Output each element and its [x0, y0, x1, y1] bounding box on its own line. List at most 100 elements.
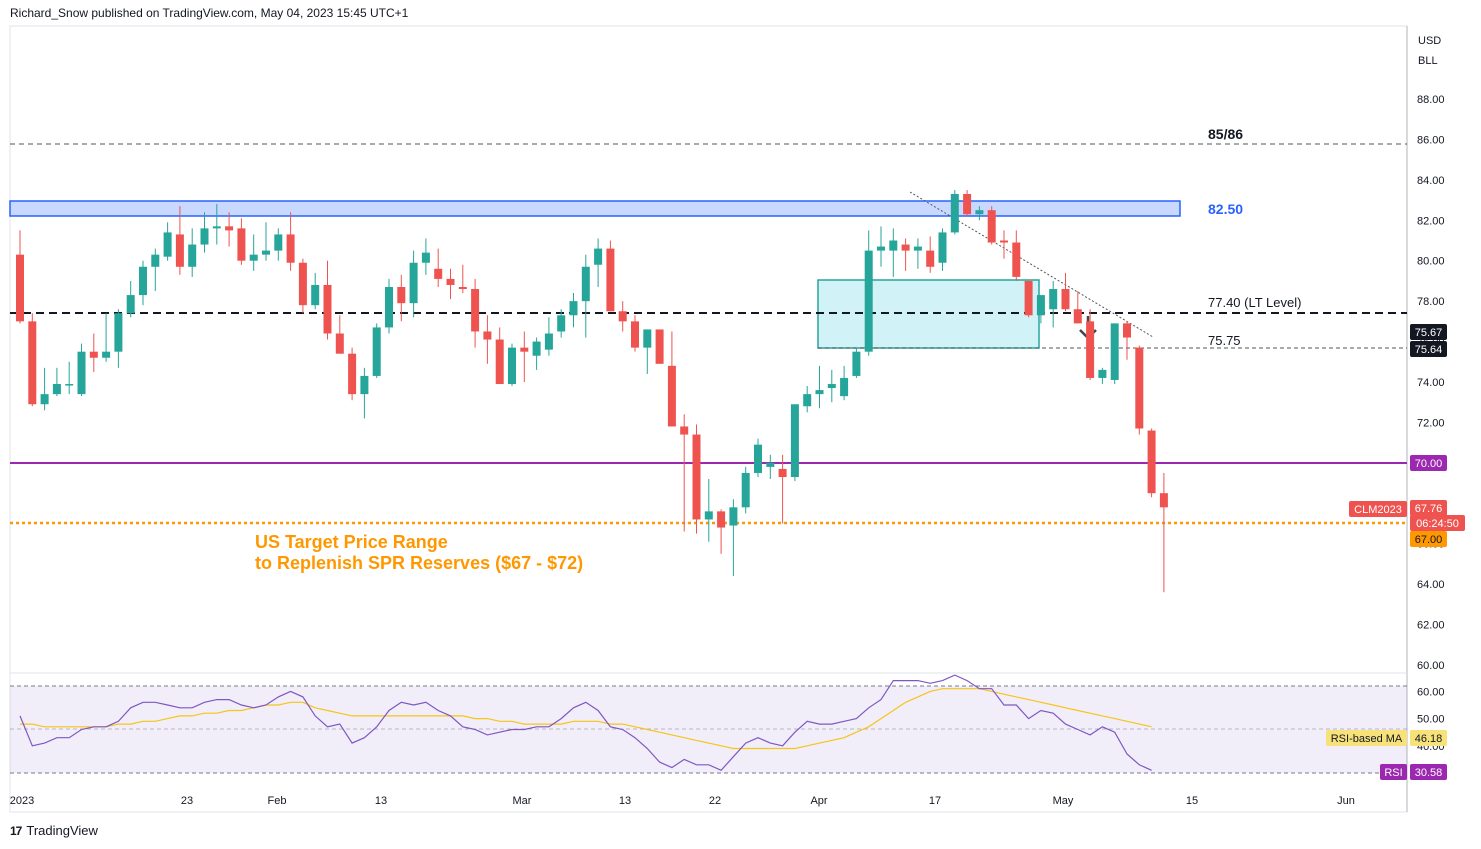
candle-body: [483, 331, 492, 340]
candle-body: [741, 472, 750, 508]
candle-body: [987, 210, 996, 243]
candle-body: [815, 390, 824, 395]
x-tick: Mar: [513, 795, 532, 807]
x-tick: 13: [375, 795, 387, 807]
target-range-label-2: to Replenish SPR Reserves ($67 - $72): [255, 553, 583, 573]
y-tick: 62.00: [1417, 620, 1445, 632]
candle-body: [938, 232, 947, 263]
price-tag: [1410, 730, 1447, 746]
candle-body: [778, 468, 787, 478]
candle-body: [852, 351, 861, 376]
candle-body: [803, 394, 812, 407]
label-8586: 85/86: [1208, 126, 1243, 142]
candle-body: [532, 341, 541, 356]
y-tick: 60.00: [1417, 660, 1445, 672]
candle-body: [717, 511, 726, 528]
label-8250: 82.50: [1208, 201, 1243, 217]
candle-body: [225, 226, 234, 231]
candle-body: [212, 226, 221, 229]
candle-body: [360, 375, 369, 395]
candle-body: [1159, 493, 1168, 508]
price-tag-label: 30.58: [1415, 767, 1443, 779]
candle-body: [151, 254, 160, 267]
time-axis: 2023 23 Feb 13 Mar 13 22 Apr 17 May 15 Jun: [10, 795, 1355, 807]
tradingview-logo[interactable]: 17 TradingView: [10, 823, 98, 838]
candle-body: [704, 511, 713, 520]
y-tick: 86.00: [1417, 134, 1445, 146]
price-tag: [1326, 730, 1407, 746]
price-tag-label: CLM2023: [1354, 504, 1402, 516]
price-tag-label: RSI-based MA: [1331, 733, 1403, 745]
candle-body: [200, 228, 209, 245]
candle-body: [274, 234, 283, 251]
candle-body: [1147, 430, 1156, 494]
candle-body: [889, 240, 898, 251]
candle-body: [950, 194, 959, 233]
tradingview-logo-icon: 17: [10, 823, 22, 838]
price-axis: 88.0086.0084.0082.0080.0078.0076.0074.00…: [1417, 94, 1445, 672]
candle-body: [40, 394, 49, 405]
candle-body: [594, 248, 603, 265]
candle-body: [827, 384, 836, 389]
candle-body: [581, 266, 590, 302]
candle-body: [298, 262, 307, 306]
candle-body: [1024, 280, 1033, 316]
candle-body: [544, 333, 553, 350]
price-tag-label: 67.76: [1415, 503, 1443, 515]
brand-label: TradingView: [26, 823, 98, 838]
price-tag: [1410, 324, 1447, 340]
price-tag-label: 46.18: [1415, 733, 1443, 745]
y-tick: 80.00: [1417, 256, 1445, 268]
candle-body: [446, 278, 455, 285]
candle-body: [606, 248, 615, 312]
x-tick: Apr: [810, 795, 827, 807]
candle-body: [397, 286, 406, 304]
price-tag: [1349, 501, 1407, 517]
candle-body: [963, 194, 972, 215]
candle-body: [434, 268, 443, 279]
price-tag: [1410, 515, 1465, 531]
y-tick: 88.00: [1417, 94, 1445, 106]
candle-body: [409, 262, 418, 304]
candle-body: [188, 244, 197, 267]
price-tag: [1410, 455, 1447, 471]
y-tick: 84.00: [1417, 175, 1445, 187]
rsi-tick: 50.00: [1417, 714, 1445, 726]
publisher-line: Richard_Snow published on TradingView.co…: [10, 6, 409, 20]
price-tag-label: 06:24:50: [1416, 518, 1459, 530]
candle-body: [372, 327, 381, 376]
candle-body: [631, 321, 639, 348]
candle-body: [557, 315, 566, 332]
x-tick: May: [1053, 795, 1074, 807]
candle-body: [139, 266, 147, 296]
candle-body: [692, 434, 701, 520]
candle-body: [790, 404, 799, 478]
x-tick: 2023: [10, 795, 34, 807]
candle-body: [249, 254, 258, 261]
candle-body: [766, 462, 775, 467]
candle-body: [126, 295, 135, 314]
candle-body: [926, 250, 935, 267]
candle-body: [569, 301, 578, 316]
axis-currency: USD: [1418, 35, 1441, 47]
candle-body: [667, 365, 676, 427]
candle-body: [421, 252, 430, 263]
candle-body: [1098, 369, 1107, 378]
label-7740: 77.40 (LT Level): [1208, 295, 1301, 310]
price-tags: 75.67 75.64 70.00 67.76 06:24:50 67.00 CLM2023…: [1326, 324, 1465, 780]
candle-body: [877, 246, 885, 251]
candle-body: [1012, 242, 1021, 277]
price-tag: [1380, 764, 1407, 780]
candle-body: [89, 351, 98, 358]
candle-body: [1135, 347, 1144, 429]
rsi-ma-line: [20, 688, 1152, 750]
candle-body: [1000, 240, 1008, 243]
price-tag: [1410, 500, 1447, 516]
candle-body: [520, 347, 529, 352]
x-tick: 22: [709, 795, 721, 807]
candle-body: [16, 254, 24, 322]
y-tick: 64.00: [1417, 579, 1445, 591]
candle-body: [1086, 321, 1095, 378]
candle-body: [1110, 323, 1119, 380]
